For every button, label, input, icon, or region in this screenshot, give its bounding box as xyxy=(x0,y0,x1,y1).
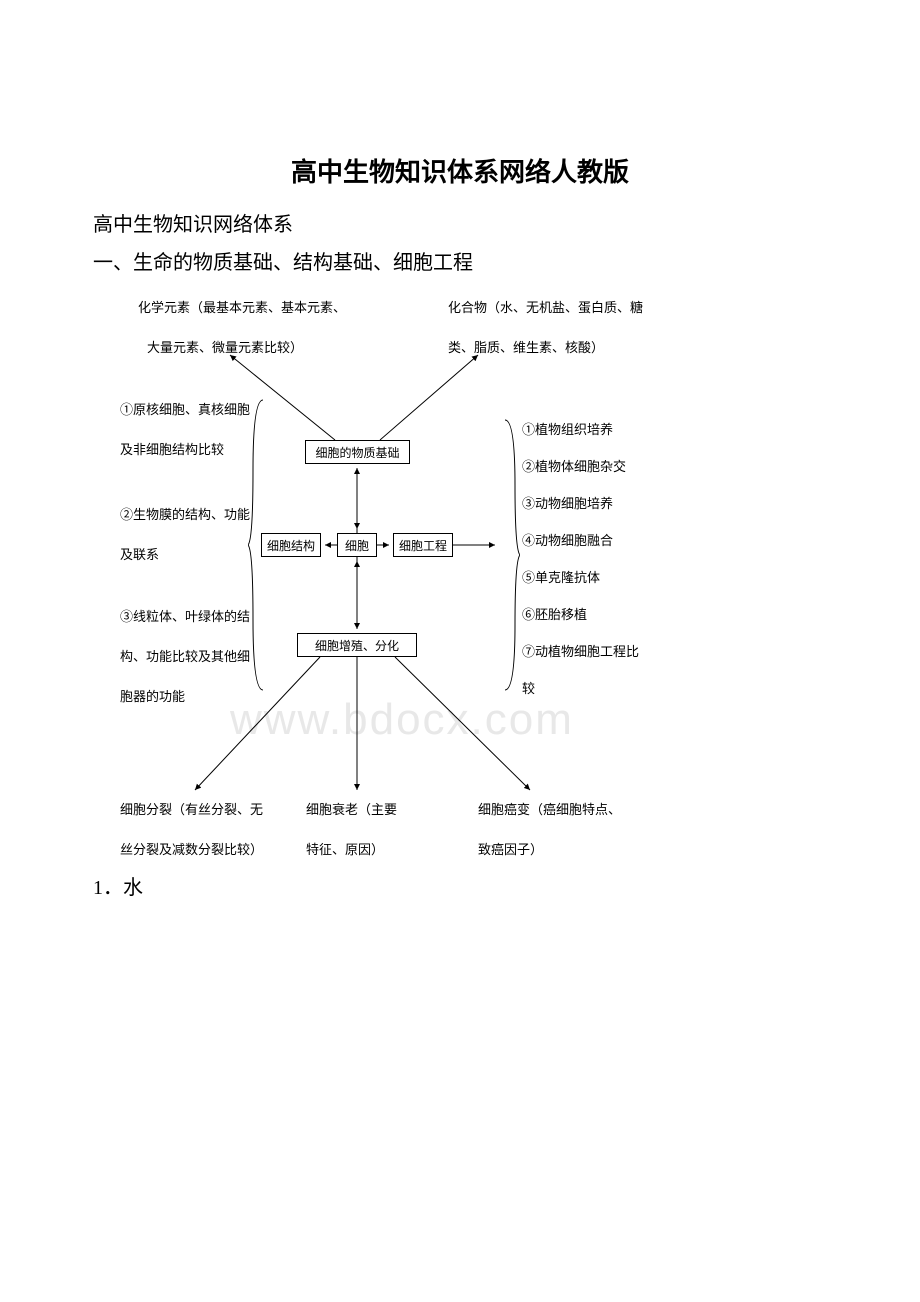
box-material-basis: 细胞的物质基础 xyxy=(305,440,410,464)
bottom-mid-label: 细胞衰老（主要 xyxy=(306,798,397,821)
box-cell-structure: 细胞结构 xyxy=(261,533,321,557)
left-note-2b: 及联系 xyxy=(120,543,159,566)
bottom-right-label: 细胞癌变（癌细胞特点、 xyxy=(478,798,621,821)
left-note-3b: 构、功能比较及其他细 xyxy=(120,645,250,668)
left-note-1: ①原核细胞、真核细胞 xyxy=(120,398,250,421)
watermark: www.bdocx.com xyxy=(230,695,574,745)
bottom-left-label-2: 丝分裂及减数分裂比较） xyxy=(120,838,263,861)
top-left-label-2: 大量元素、微量元素比较） xyxy=(147,336,303,359)
box-cell: 细胞 xyxy=(337,533,377,557)
bottom-mid-label-2: 特征、原因） xyxy=(306,838,384,861)
top-right-label-2: 类、脂质、维生素、核酸） xyxy=(448,336,604,359)
left-note-2: ②生物膜的结构、功能 xyxy=(120,503,250,526)
main-title: 高中生物知识体系网络人教版 xyxy=(0,152,920,189)
right-note-7: ⑦动植物细胞工程比 xyxy=(522,640,639,663)
right-note-3: ③动物细胞培养 xyxy=(522,492,613,515)
right-note-6: ⑥胚胎移植 xyxy=(522,603,587,626)
right-note-1: ①植物组织培养 xyxy=(522,418,613,441)
subtitle: 高中生物知识网络体系 xyxy=(93,207,293,243)
bottom-right-label-2: 致癌因子） xyxy=(478,838,543,861)
right-note-2: ②植物体细胞杂交 xyxy=(522,455,626,478)
left-note-3c: 胞器的功能 xyxy=(120,685,185,708)
left-note-1b: 及非细胞结构比较 xyxy=(120,438,224,461)
right-note-5: ⑤单克隆抗体 xyxy=(522,566,600,589)
bottom-left-label: 细胞分裂（有丝分裂、无 xyxy=(120,798,263,821)
right-note-4: ④动物细胞融合 xyxy=(522,529,613,552)
left-note-3: ③线粒体、叶绿体的结 xyxy=(120,605,250,628)
box-cell-engineering: 细胞工程 xyxy=(393,533,453,557)
box-proliferation: 细胞增殖、分化 xyxy=(297,633,417,657)
top-right-label: 化合物（水、无机盐、蛋白质、糖 xyxy=(448,296,643,319)
item-1-water: 1．水 xyxy=(93,870,143,906)
right-brace xyxy=(500,415,520,695)
top-left-label: 化学元素（最基本元素、基本元素、 xyxy=(138,296,346,319)
section-header: 一、生命的物质基础、结构基础、细胞工程 xyxy=(93,245,473,281)
